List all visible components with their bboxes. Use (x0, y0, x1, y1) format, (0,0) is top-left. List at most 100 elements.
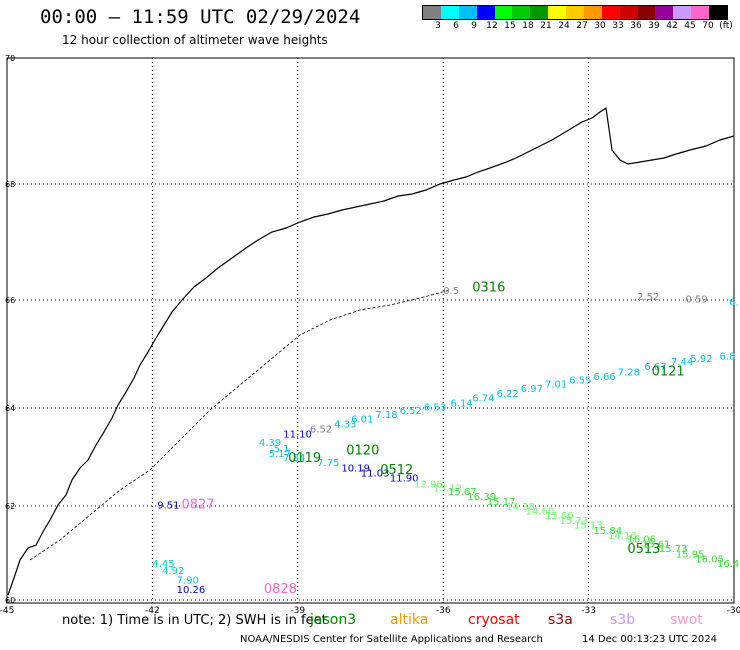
wave-height-label: 15.61 (642, 539, 671, 550)
wave-height-label: 14.16 (608, 531, 637, 542)
color-swatch (566, 6, 584, 19)
color-scale-label: 12 (486, 21, 498, 31)
color-scale-label: 70 (702, 21, 714, 31)
page-title: 00:00 – 11:59 UTC 02/29/2024 (40, 6, 361, 28)
color-scale-label: (ft) (719, 21, 733, 31)
legend-note: note: 1) Time is in UTC; 2) SWH is in fe… (62, 613, 327, 628)
wave-height-label: 15.95 (676, 550, 705, 561)
track-id-label: 0828 (264, 582, 297, 597)
satellite-altika: altika (390, 612, 429, 628)
color-swatch (619, 6, 638, 19)
wave-height-label: 6.01 (351, 415, 373, 426)
y-tick-label: 64 (5, 404, 15, 413)
wave-height-label: 4.33 (334, 420, 356, 431)
satellite-s3b: s3b (610, 612, 636, 628)
color-swatch (691, 6, 709, 19)
color-scale-label: 21 (540, 21, 552, 31)
wave-height-label: 6.55 (569, 376, 591, 387)
wave-height-label: 0.5 (443, 286, 459, 297)
x-tick-label: -36 (436, 606, 451, 616)
wave-height-label: 16.05 (695, 554, 724, 565)
wave-height-label: 6.52 (400, 406, 422, 417)
track-id-label: 0512 (380, 463, 413, 478)
color-swatch (601, 6, 620, 19)
x-tick-label: -45 (0, 606, 14, 616)
wave-height-label: 15.84 (593, 526, 622, 537)
x-tick-label: -33 (581, 606, 596, 616)
color-swatch (440, 6, 459, 19)
track-id-label: 0827 (181, 497, 214, 512)
wave-height-label: 6.67 (644, 362, 666, 373)
y-tick-label: 68 (5, 180, 15, 189)
wave-height-label: 6.8 (719, 351, 735, 362)
wave-height-label: 2.52 (637, 292, 659, 303)
wave-height-label: 4.39 (259, 438, 281, 449)
color-scale-label: 45 (684, 21, 696, 31)
y-tick-label: 60 (5, 596, 15, 605)
x-tick-label: -42 (145, 606, 160, 616)
wave-height-label: 5.1 (274, 444, 290, 455)
color-swatch (494, 6, 513, 19)
wave-height-label: 11.03 (361, 469, 390, 480)
wave-height-label: 6.74 (472, 394, 494, 405)
wave-height-label: 15.60 (545, 511, 574, 522)
credit-line: NOAA/NESDIS Center for Satellite Applica… (240, 634, 543, 645)
track-id-label: 0119 (288, 451, 321, 466)
wave-height-label: 15.73 (560, 516, 589, 527)
color-scale-label: 30 (594, 21, 606, 31)
color-scale-label: 9 (471, 21, 477, 31)
wave-height-label: 7.18 (375, 410, 397, 421)
color-scale-label: 15 (504, 21, 516, 31)
wave-height-label: 6.66 (593, 372, 615, 383)
wave-height-label: 16.06 (627, 535, 656, 546)
wave-height-label: 15.17 (487, 497, 516, 508)
color-scale-label: 6 (453, 21, 459, 31)
wave-height-label: 6.52 (310, 425, 332, 436)
wave-height-label: 7.44 (671, 357, 693, 368)
wave-height-label: 11.90 (390, 474, 419, 485)
color-scale-label: 3 (435, 21, 441, 31)
wave-height-label: 7.01 (545, 379, 567, 390)
wave-height-label: 5.92 (690, 354, 712, 365)
y-tick-label: 70 (5, 54, 15, 63)
greenland-coastline (7, 106, 735, 596)
color-swatch (673, 6, 692, 19)
color-swatch (637, 6, 656, 19)
color-swatch (423, 6, 441, 19)
map-frame (6, 57, 735, 604)
color-swatch (512, 6, 531, 19)
wave-height-label: 6.97 (521, 384, 543, 395)
wave-height-label: 12.96 (414, 479, 443, 490)
color-swatch (583, 6, 602, 19)
wave-height-label: 4.92 (162, 566, 184, 577)
track-id-label: 0121 (652, 365, 685, 380)
y-tick-label: 66 (5, 296, 15, 305)
track-id-label: 0513 (627, 542, 660, 557)
satellite-cryosat: cryosat (468, 612, 520, 628)
color-scale-bar (422, 5, 728, 20)
wave-height-label: 16.39 (467, 492, 496, 503)
wave-height-label: 6.22 (497, 389, 519, 400)
wave-height-label: 13.12 (434, 483, 463, 494)
wave-height-label: 9.51 (157, 500, 179, 511)
track-id-label: 0120 (346, 444, 379, 459)
wave-height-label: 10.19 (341, 464, 370, 475)
color-scale-labels: 3 6 9 12 15 18 21 24 27 30 33 36 39 42 45 70 (ft) (422, 21, 733, 33)
x-tick-label: -39 (290, 606, 305, 616)
wave-height-label: 15.67 (448, 487, 477, 498)
color-scale-label: 42 (666, 21, 678, 31)
color-swatch (458, 6, 477, 19)
satellite-jason3: jason3 (310, 612, 357, 628)
generation-timestamp: 14 Dec 00:13:23 UTC 2024 (582, 634, 717, 645)
wave-height-label: 7.75 (317, 458, 339, 469)
wave-height-label: 6.53 (424, 402, 446, 413)
wave-height-label: 10.26 (177, 585, 206, 596)
color-swatch (476, 6, 495, 19)
color-swatch (655, 6, 674, 19)
satellite-s3a: s3a (548, 612, 573, 628)
wave-height-label: 7.84 (283, 453, 305, 464)
color-scale-label: 18 (522, 21, 534, 31)
wave-height-label: 7.90 (177, 576, 199, 587)
y-tick-label: 62 (5, 502, 15, 511)
